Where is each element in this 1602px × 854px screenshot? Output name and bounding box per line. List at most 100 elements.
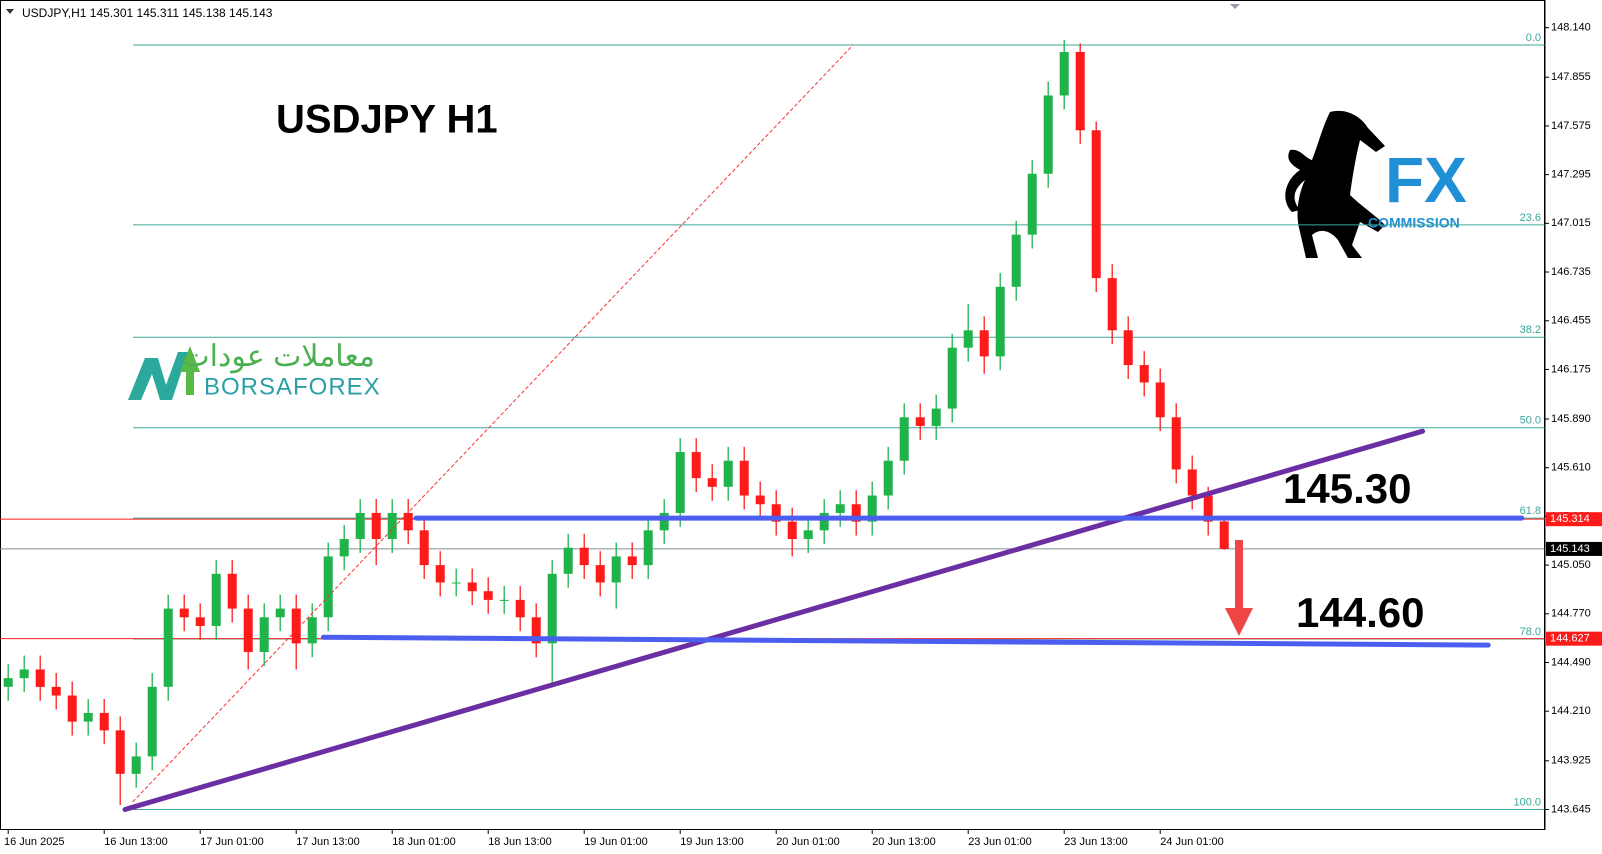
x-tick-label: 17 Jun 13:00 xyxy=(296,836,360,848)
fx-logo: FX COMMISSION xyxy=(1285,110,1467,258)
candle-body xyxy=(179,608,189,618)
candle-body xyxy=(435,565,445,583)
y-tick-label: 145.890 xyxy=(1551,413,1591,425)
candle-body xyxy=(547,573,557,644)
x-tick-label: 19 Jun 13:00 xyxy=(680,836,744,848)
candle-body xyxy=(51,686,61,696)
y-tick-label: 144.770 xyxy=(1551,608,1591,620)
annotation: 145.30 xyxy=(1283,465,1411,512)
candle-body xyxy=(1043,95,1053,174)
plot-frame xyxy=(0,0,1545,830)
candle-body xyxy=(163,608,173,687)
candle-body xyxy=(35,669,45,687)
candle-body xyxy=(259,617,269,653)
candle-body xyxy=(115,730,125,774)
candle-body xyxy=(499,599,509,601)
candle-body xyxy=(403,512,413,531)
logo-text: BORSAFOREX xyxy=(204,373,381,400)
candle-body xyxy=(931,408,941,426)
candle-body xyxy=(131,756,141,774)
candle-body xyxy=(307,617,317,644)
price-axis xyxy=(1545,0,1602,854)
y-tick-label: 147.855 xyxy=(1551,71,1591,83)
candle-body xyxy=(1187,469,1197,496)
header: USDJPY,H1 145.301 145.311 145.138 145.14… xyxy=(22,6,273,20)
fib-label: 100.0 xyxy=(1513,796,1541,808)
candle-body xyxy=(611,556,621,583)
candle-body xyxy=(787,521,797,540)
price-tag-label: 145.143 xyxy=(1550,543,1590,555)
y-tick-label: 144.210 xyxy=(1551,705,1591,717)
candle-body xyxy=(83,712,93,722)
x-tick-label: 16 Jun 13:00 xyxy=(104,836,168,848)
x-tick-label: 17 Jun 01:00 xyxy=(200,836,264,848)
candle-body xyxy=(275,608,285,618)
candle-body xyxy=(739,460,749,496)
trendline xyxy=(132,44,854,803)
candle-body xyxy=(1011,234,1021,287)
y-tick-label: 146.455 xyxy=(1551,315,1591,327)
candle-body xyxy=(691,452,701,479)
x-tick-label: 18 Jun 13:00 xyxy=(488,836,552,848)
logo-arrow xyxy=(180,346,200,395)
candle-body xyxy=(595,565,605,583)
candle-body xyxy=(803,530,813,540)
candle-body xyxy=(707,478,717,487)
borsa-logo: معاملات عودات BORSAFOREX xyxy=(128,340,381,400)
candle-body xyxy=(755,495,765,505)
fib-label: 38.2 xyxy=(1520,324,1541,336)
candle-body xyxy=(1027,173,1037,235)
candle-body xyxy=(851,504,861,522)
fib-label: 23.6 xyxy=(1520,212,1541,224)
candle-body xyxy=(1107,278,1117,331)
candle-body xyxy=(963,330,973,348)
header-arrow[interactable] xyxy=(6,9,14,14)
candle-body xyxy=(867,495,877,522)
candle-body xyxy=(835,504,845,513)
candle-body xyxy=(643,530,653,566)
candle-body xyxy=(819,512,829,531)
y-tick-label: 147.575 xyxy=(1551,120,1591,132)
candle-body xyxy=(67,695,77,722)
x-tick-label: 23 Jun 13:00 xyxy=(1064,836,1128,848)
fx-text: FX xyxy=(1385,144,1467,216)
candle-body xyxy=(19,669,29,679)
scroll-marker xyxy=(1230,4,1240,9)
candle-body xyxy=(195,617,205,626)
candle-body xyxy=(99,712,109,731)
y-tick-label: 148.140 xyxy=(1551,22,1591,34)
down-arrow xyxy=(1225,540,1253,636)
candle-body xyxy=(211,573,221,626)
candle-body xyxy=(883,460,893,496)
arrow-head xyxy=(1225,608,1253,636)
candle-body xyxy=(227,573,237,609)
x-tick-label: 20 Jun 13:00 xyxy=(872,836,936,848)
candle-body xyxy=(915,417,925,426)
y-tick-label: 145.610 xyxy=(1551,462,1591,474)
y-tick-label: 143.925 xyxy=(1551,755,1591,767)
candle-body xyxy=(515,599,525,618)
x-tick-label: 19 Jun 01:00 xyxy=(584,836,648,848)
candle-body xyxy=(1171,417,1181,470)
candle-body xyxy=(467,582,477,592)
candle-body xyxy=(387,512,397,540)
candle-body xyxy=(579,547,589,566)
candle-body xyxy=(451,582,461,584)
candle-body xyxy=(979,330,989,357)
candle-body xyxy=(1203,495,1213,522)
candle-body xyxy=(563,547,573,574)
fib-label: 0.0 xyxy=(1526,32,1541,44)
candle-body xyxy=(899,417,909,461)
candle-body xyxy=(1139,365,1149,383)
price-tag-label: 144.627 xyxy=(1550,633,1590,645)
trendline xyxy=(320,634,1491,648)
annotation: 144.60 xyxy=(1296,589,1424,636)
candle-body xyxy=(723,460,733,487)
chart-title: USDJPY H1 xyxy=(276,98,498,142)
trendline xyxy=(122,428,1426,812)
candle-body xyxy=(243,608,253,653)
fib-label: 61.8 xyxy=(1520,505,1541,517)
candle-body xyxy=(371,512,381,540)
